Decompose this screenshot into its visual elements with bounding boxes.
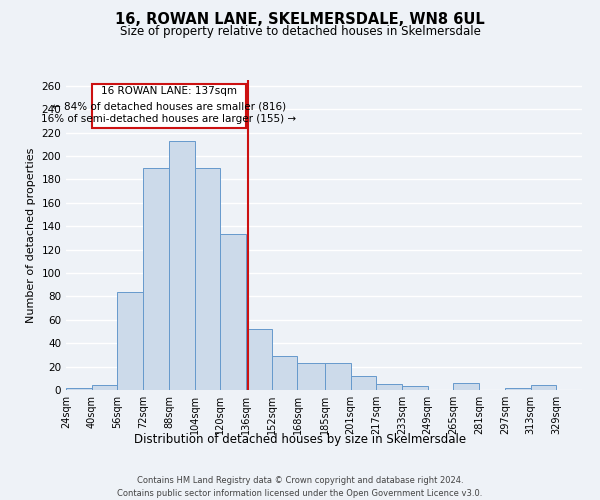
Bar — [376, 384, 402, 390]
Text: 16, ROWAN LANE, SKELMERSDALE, WN8 6UL: 16, ROWAN LANE, SKELMERSDALE, WN8 6UL — [115, 12, 485, 28]
Bar — [272, 356, 298, 390]
Bar — [169, 141, 194, 390]
Y-axis label: Number of detached properties: Number of detached properties — [26, 148, 36, 322]
Bar — [194, 168, 220, 390]
Bar — [92, 386, 118, 390]
Bar — [530, 386, 556, 390]
Bar — [143, 168, 169, 390]
Bar — [66, 388, 92, 390]
Text: Size of property relative to detached houses in Skelmersdale: Size of property relative to detached ho… — [119, 25, 481, 38]
Bar — [118, 292, 143, 390]
FancyBboxPatch shape — [92, 84, 246, 128]
Text: Distribution of detached houses by size in Skelmersdale: Distribution of detached houses by size … — [134, 432, 466, 446]
Text: 16% of semi-detached houses are larger (155) →: 16% of semi-detached houses are larger (… — [41, 114, 296, 124]
Bar — [402, 386, 428, 390]
Bar — [246, 329, 272, 390]
Bar — [350, 376, 376, 390]
Text: Contains public sector information licensed under the Open Government Licence v3: Contains public sector information licen… — [118, 489, 482, 498]
Bar — [505, 388, 530, 390]
Bar — [220, 234, 246, 390]
Bar — [454, 383, 479, 390]
Bar — [325, 363, 350, 390]
Text: ← 84% of detached houses are smaller (816): ← 84% of detached houses are smaller (81… — [52, 102, 286, 112]
Text: 16 ROWAN LANE: 137sqm: 16 ROWAN LANE: 137sqm — [101, 86, 237, 96]
Text: Contains HM Land Registry data © Crown copyright and database right 2024.: Contains HM Land Registry data © Crown c… — [137, 476, 463, 485]
Bar — [298, 363, 325, 390]
